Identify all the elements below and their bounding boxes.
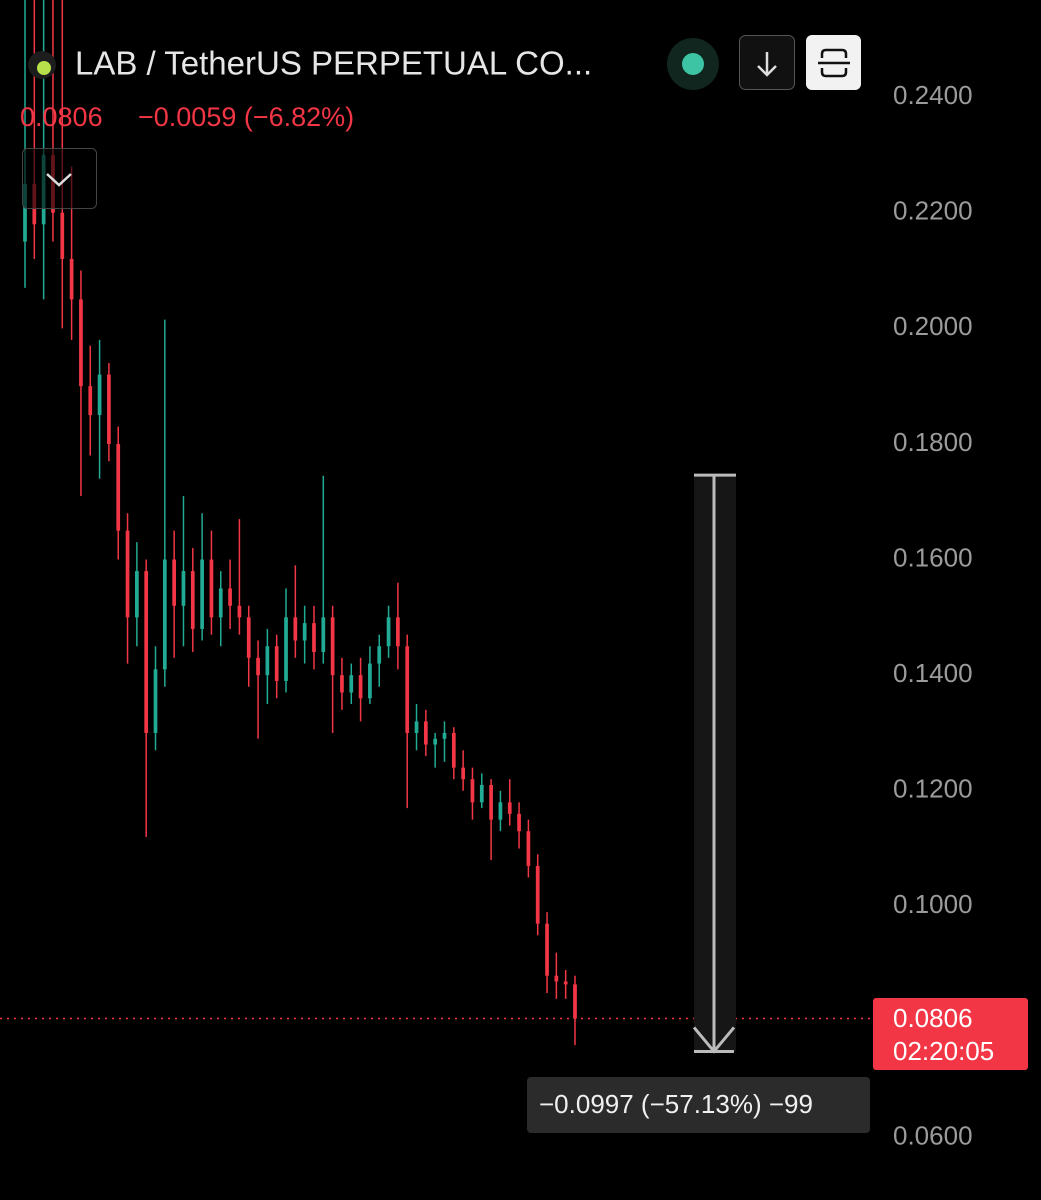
header-change: −0.0059 (−6.82%) [138,102,354,132]
candle-body [172,559,177,606]
candle-body [517,813,521,832]
candle-body [256,657,260,676]
candle-body [340,675,344,693]
candle-body [190,571,195,629]
y-tick-label: 0.1200 [893,774,973,804]
candle-body [535,865,540,924]
candle-body [293,617,298,641]
candle-body [377,646,382,664]
y-tick-label: 0.1000 [893,889,973,919]
measure-label-box [527,1077,870,1133]
candle-body [573,984,577,1019]
candle-body [200,559,204,629]
candle-body [358,675,363,699]
candle-body [461,767,465,780]
candle-body [414,721,419,733]
candle-body [97,374,102,416]
countdown-label: 02:20:05 [893,1036,994,1066]
download-icon [757,52,777,77]
y-tick-label: 0.2200 [893,196,973,226]
candle-body [498,802,503,820]
candle-body [218,588,223,618]
candle-body [228,588,232,606]
candle-body [246,617,251,658]
y-tick-label: 0.1800 [893,427,973,457]
collapse-button[interactable] [22,148,97,209]
y-tick-label: 0.1600 [893,542,973,572]
candle-body [545,923,549,976]
candle-body [237,605,242,618]
measure-arrow-head [692,1026,736,1054]
candle-body [144,571,149,733]
header-price: 0.0806 [20,102,103,132]
candle-body [284,617,288,681]
candle-body [107,374,111,444]
candle-body [274,646,279,681]
candle-body [507,802,512,814]
candle-body [312,623,316,653]
candle-body [368,663,372,699]
candle-body [181,571,186,606]
candle-body [489,784,493,820]
candle-body [60,212,65,259]
y-tick-label: 0.0600 [893,1120,973,1150]
y-tick-label: 0.2000 [893,311,973,341]
candle-body [423,721,428,745]
candle-body [135,571,139,618]
candle-body [349,675,354,693]
y-tick-label: 0.1400 [893,658,973,688]
candle-body [405,646,410,733]
candle-body [69,258,74,300]
symbol-icon-inner [37,61,51,75]
candle-body [526,831,531,866]
candle-body [116,443,121,531]
candle-body [563,981,568,985]
candle-body [125,530,130,618]
collapse-icon [46,173,72,187]
candle-body [442,732,447,739]
candle-body [470,779,475,803]
candle-body [396,617,400,647]
candle-body [321,617,326,653]
candle-body [23,183,27,242]
candle-body [209,559,214,618]
candle-body [265,646,270,676]
candle-body [88,386,93,416]
y-tick-label: 0.2400 [893,80,973,110]
candle-body [479,784,484,803]
candle-body [386,617,391,647]
candle-body [330,617,335,676]
symbol-title: LAB / TetherUS PERPETUAL CO... [75,45,592,82]
fullscreen-icon [818,48,850,78]
candle-body [302,623,307,641]
candle-body [451,732,456,768]
candle-body [153,669,158,733]
last-price-label: 0.0806 [893,1003,973,1033]
candle-body [554,975,559,982]
last-price-tag [873,998,1028,1070]
measure-label: −0.0997 (−57.13%) −99 [539,1089,813,1119]
candle-body [162,559,167,670]
plot-area: 0.2400 0.2200 0.2000 0.1800 0.1600 0.1400 0.12… [0,0,973,1150]
status-dot [682,53,704,75]
candle-body [79,299,83,387]
candle-body [433,738,438,745]
